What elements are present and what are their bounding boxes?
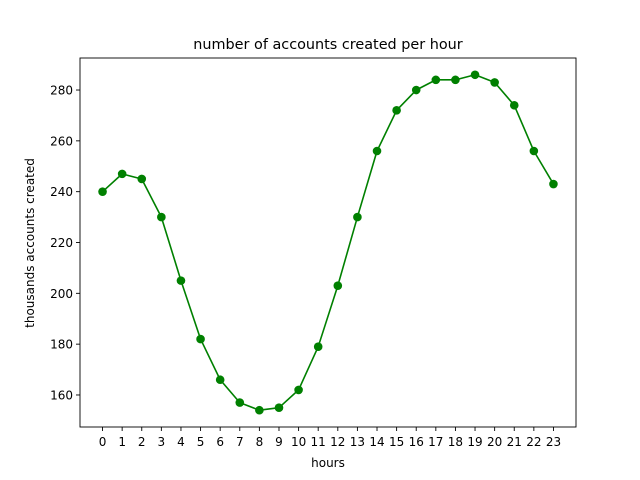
x-tick-label: 23 — [546, 435, 561, 449]
x-axis-label: hours — [311, 456, 345, 470]
y-tick-label: 260 — [50, 134, 73, 148]
x-tick-label: 12 — [330, 435, 345, 449]
y-tick-label: 200 — [50, 287, 73, 301]
data-point — [372, 146, 382, 156]
x-tick-label: 7 — [236, 435, 244, 449]
x-tick-label: 15 — [389, 435, 404, 449]
x-tick-label: 14 — [369, 435, 384, 449]
data-point — [176, 276, 186, 285]
x-tick-label: 11 — [311, 435, 326, 449]
data-point — [196, 334, 205, 344]
y-tick-label: 160 — [50, 388, 73, 402]
data-point — [490, 78, 499, 87]
chart-title: number of accounts created per hour — [193, 37, 463, 53]
data-point — [431, 75, 441, 85]
data-point — [549, 179, 558, 189]
x-tick-label: 18 — [448, 435, 463, 449]
data-point — [255, 405, 264, 415]
data-point — [313, 342, 323, 351]
x-tick-label: 8 — [256, 435, 264, 449]
data-point — [137, 174, 147, 184]
data-point — [411, 85, 421, 95]
y-tick-label: 180 — [50, 338, 73, 352]
x-tick-label: 13 — [350, 435, 365, 449]
plot-area: 0 1 2 3 4 5 6 7 8 9 10 11 12 13 14 15 16 17 18 19 20 21 22 2316… — [50, 57, 577, 449]
data-point — [470, 70, 480, 80]
y-tick-label: 240 — [50, 185, 73, 199]
data-point — [529, 146, 539, 156]
data-point — [509, 100, 519, 110]
data-point — [294, 385, 303, 395]
x-tick-label: 4 — [177, 435, 185, 449]
x-tick-label: 20 — [487, 435, 502, 449]
data-point — [117, 169, 127, 179]
y-axis-label: thousands accounts created — [23, 158, 37, 328]
x-tick-label: 17 — [428, 435, 443, 449]
x-tick-label: 1 — [118, 435, 126, 449]
data-point — [392, 106, 401, 115]
data-point — [274, 403, 284, 412]
data-point — [235, 398, 245, 407]
data-point — [215, 375, 225, 385]
data-point — [451, 75, 460, 85]
data-point — [353, 212, 362, 222]
x-tick-label: 22 — [526, 435, 541, 449]
x-tick-label: 10 — [291, 435, 306, 449]
y-tick-label: 220 — [50, 236, 73, 250]
data-point — [157, 212, 166, 222]
x-tick-label: 9 — [275, 435, 283, 449]
x-tick-label: 3 — [158, 435, 166, 449]
data-point — [98, 187, 107, 196]
x-tick-label: 5 — [197, 435, 205, 449]
x-tick-label: 16 — [409, 435, 424, 449]
x-tick-label: 6 — [216, 435, 224, 449]
x-tick-label: 0 — [99, 435, 107, 449]
x-tick-label: 19 — [467, 435, 482, 449]
x-tick-label: 2 — [138, 435, 146, 449]
x-tick-label: 21 — [507, 435, 522, 449]
data-point — [333, 281, 343, 291]
y-tick-label: 280 — [50, 84, 73, 98]
